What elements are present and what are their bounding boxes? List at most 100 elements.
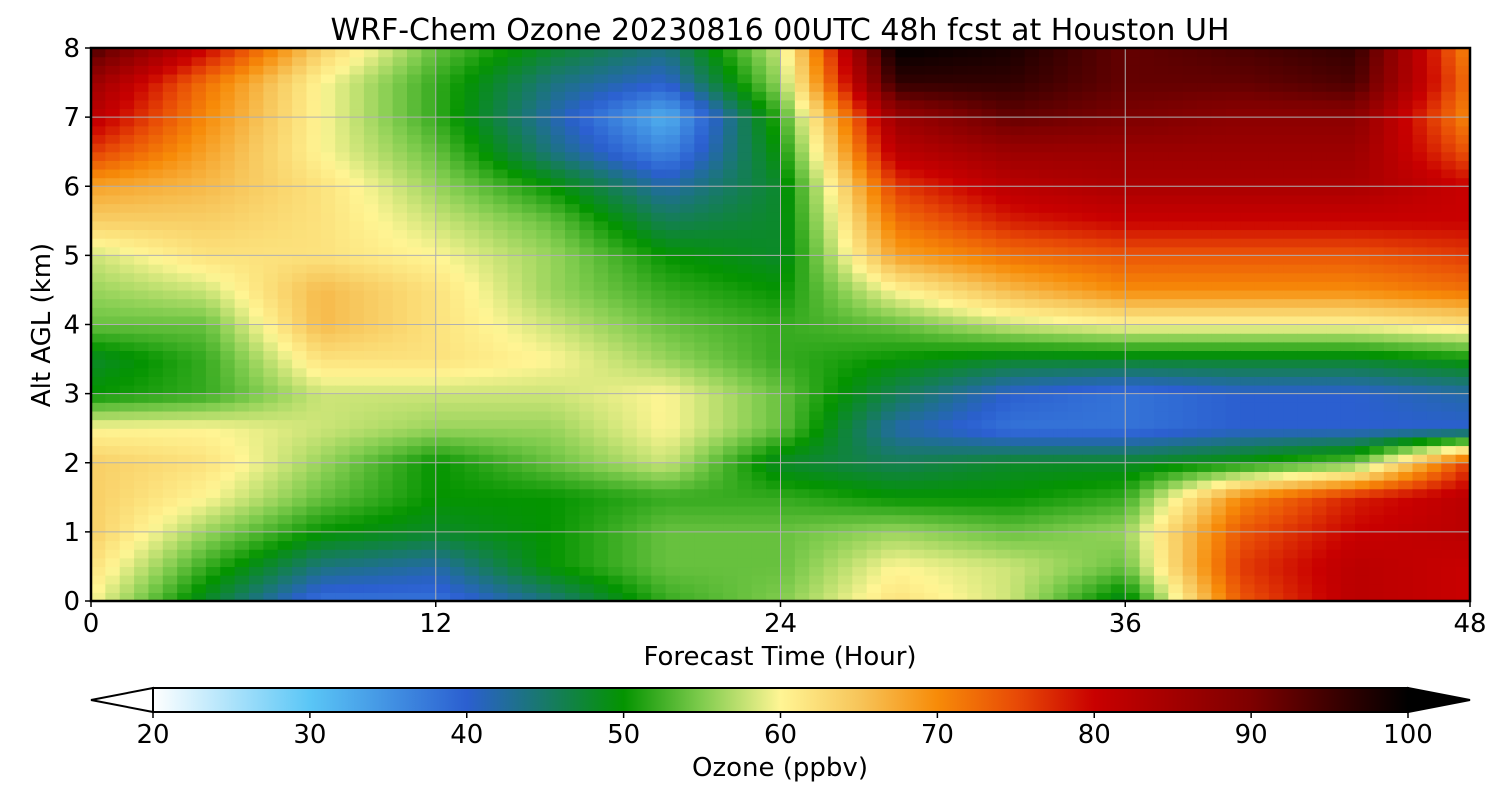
heatmap-cell <box>478 281 494 291</box>
heatmap-cell <box>909 117 925 127</box>
heatmap-cell <box>1053 549 1069 559</box>
heatmap-cell <box>665 445 681 455</box>
heatmap-cell <box>1010 471 1026 481</box>
heatmap-cell <box>1039 108 1055 118</box>
heatmap-cell <box>191 350 207 360</box>
heatmap-cell <box>1067 566 1083 576</box>
heatmap-cell <box>1110 497 1126 507</box>
heatmap-cell <box>622 359 638 369</box>
heatmap-cell <box>320 238 336 248</box>
heatmap-cell <box>938 428 954 438</box>
heatmap-cell <box>177 203 193 213</box>
heatmap-cell <box>292 194 308 205</box>
heatmap-cell <box>967 289 983 300</box>
heatmap-cell <box>407 359 422 369</box>
heatmap-cell <box>636 341 652 352</box>
heatmap-cell <box>421 117 437 127</box>
heatmap-cell <box>751 73 767 84</box>
heatmap-cell <box>119 575 135 585</box>
heatmap-cell <box>881 471 897 481</box>
heatmap-cell <box>1110 108 1126 118</box>
heatmap-cell <box>234 376 250 386</box>
heatmap-cell <box>421 523 437 533</box>
heatmap-cell <box>1153 73 1169 84</box>
heatmap-cell <box>234 549 250 559</box>
heatmap-cell <box>895 341 911 352</box>
heatmap-cell <box>938 91 954 101</box>
heatmap-cell <box>119 419 135 429</box>
heatmap-cell <box>651 151 667 161</box>
heatmap-cell <box>292 56 308 66</box>
heatmap-cell <box>766 393 782 403</box>
heatmap-cell <box>952 540 968 550</box>
heatmap-cell <box>708 393 724 403</box>
heatmap-cell <box>91 557 106 568</box>
heatmap-cell <box>378 557 394 568</box>
heatmap-cell <box>162 255 178 265</box>
heatmap-cell <box>306 91 322 101</box>
heatmap-cell <box>335 56 351 66</box>
heatmap-cell <box>292 393 308 403</box>
heatmap-cell <box>91 367 106 377</box>
heatmap-cell <box>378 117 394 127</box>
heatmap-cell <box>148 255 164 265</box>
heatmap-cell <box>694 436 710 447</box>
heatmap-cell <box>392 108 408 118</box>
heatmap-cell <box>565 186 580 196</box>
heatmap-cell <box>938 359 954 369</box>
heatmap-cell <box>421 48 437 58</box>
heatmap-cell <box>737 177 753 187</box>
heatmap-cell <box>407 350 422 360</box>
heatmap-cell <box>593 566 609 576</box>
heatmap-cell <box>205 402 221 412</box>
heatmap-cell <box>1039 143 1055 153</box>
heatmap-cell <box>148 194 164 205</box>
heatmap-cell <box>636 359 652 369</box>
heatmap-cell <box>1082 359 1098 369</box>
heatmap-cell <box>378 168 394 179</box>
heatmap-cell <box>450 48 466 58</box>
heatmap-cell <box>1139 160 1155 170</box>
heatmap-cell <box>622 592 638 601</box>
heatmap-cell <box>1110 566 1126 576</box>
heatmap-cell <box>349 246 365 256</box>
heatmap-cell <box>464 445 480 455</box>
heatmap-cell <box>1139 307 1155 317</box>
heatmap-cell <box>550 514 566 524</box>
heatmap-cell <box>119 91 135 101</box>
heatmap-cell <box>378 436 394 447</box>
heatmap-cell <box>292 566 308 576</box>
heatmap-cell <box>679 384 695 395</box>
heatmap-cell <box>277 246 293 256</box>
heatmap-cell <box>981 454 997 464</box>
heatmap-cell <box>938 505 954 516</box>
heatmap-cell <box>881 393 897 403</box>
heatmap-cell <box>249 272 264 282</box>
heatmap-cell <box>579 428 595 438</box>
heatmap-cell <box>507 203 523 213</box>
heatmap-cell <box>1182 592 1198 601</box>
heatmap-cell <box>1024 117 1040 127</box>
heatmap-cell <box>349 341 365 352</box>
heatmap-cell <box>723 462 738 472</box>
heatmap-cell <box>249 505 264 516</box>
heatmap-cell <box>608 65 624 75</box>
heatmap-cell <box>320 194 336 205</box>
heatmap-cell <box>277 549 293 559</box>
heatmap-cell <box>737 488 753 498</box>
heatmap-cell <box>1039 194 1055 205</box>
heatmap-cell <box>1067 220 1083 231</box>
heatmap-cell <box>579 393 595 403</box>
heatmap-cell <box>392 125 408 136</box>
heatmap-cell <box>191 540 207 550</box>
heatmap-cell <box>134 402 150 412</box>
heatmap-cell <box>478 220 494 231</box>
heatmap-cell <box>134 454 150 464</box>
heatmap-cell <box>651 505 667 516</box>
heatmap-cell <box>536 48 552 58</box>
heatmap-cell <box>119 246 135 256</box>
heatmap-cell <box>550 583 566 593</box>
heatmap-cell <box>521 212 537 222</box>
heatmap-cell <box>823 540 839 550</box>
heatmap-cell <box>134 315 150 326</box>
